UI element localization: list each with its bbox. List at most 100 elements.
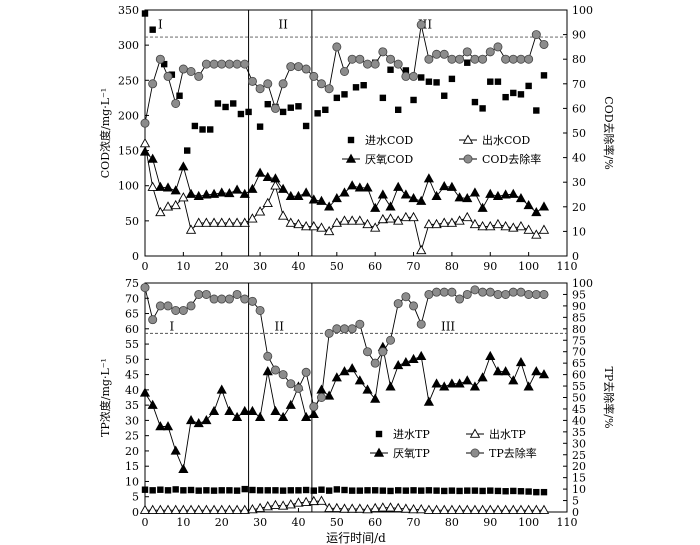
- data-point: [387, 487, 394, 495]
- data-point: [233, 487, 241, 494]
- data-point: [387, 66, 394, 73]
- data-point: [485, 220, 496, 231]
- data-point: [477, 372, 488, 382]
- data-point: [508, 287, 518, 297]
- data-point: [431, 190, 442, 200]
- data-point: [331, 502, 342, 513]
- data-point: [360, 82, 367, 89]
- y2-tick-label: 70: [572, 346, 586, 359]
- y-tick-label: 15: [125, 460, 139, 473]
- data-point: [139, 504, 151, 514]
- data-point: [270, 405, 281, 415]
- data-point: [264, 100, 271, 108]
- data-point: [400, 503, 412, 513]
- data-point: [485, 287, 495, 297]
- data-point: [494, 78, 502, 85]
- plot-frame: [144, 9, 568, 257]
- data-point: [416, 504, 427, 514]
- data-point: [185, 188, 197, 198]
- data-point: [393, 299, 403, 309]
- data-point: [379, 487, 387, 494]
- data-point: [170, 504, 181, 514]
- y2-tick-label: 40: [572, 414, 586, 427]
- data-point: [416, 350, 427, 360]
- data-point: [464, 59, 471, 66]
- x-tick-label: 90: [483, 516, 497, 529]
- data-point: [162, 504, 174, 514]
- data-point: [462, 47, 472, 57]
- data-point: [346, 215, 358, 225]
- data-point: [517, 91, 525, 98]
- data-point: [448, 75, 456, 83]
- data-point: [408, 192, 419, 203]
- stage-label: I: [169, 319, 174, 333]
- data-point: [393, 181, 404, 191]
- legend-label: 出水COD: [482, 133, 530, 147]
- data-point: [208, 217, 220, 227]
- data-point: [395, 487, 402, 494]
- y-tick-label: 300: [118, 39, 139, 52]
- y2-tick-label: 0: [572, 506, 579, 519]
- y2-tick-label: 50: [572, 392, 586, 405]
- data-point: [492, 504, 504, 514]
- data-point: [470, 54, 480, 64]
- data-point: [199, 126, 206, 133]
- data-point: [454, 192, 465, 202]
- data-point: [262, 366, 273, 376]
- data-point: [285, 399, 296, 409]
- data-point: [424, 54, 434, 64]
- data-point: [255, 411, 266, 422]
- data-point: [308, 194, 319, 204]
- data-point: [331, 192, 342, 203]
- data-point: [347, 363, 358, 373]
- data-point: [501, 289, 511, 299]
- data-point: [203, 487, 210, 494]
- data-point: [149, 487, 156, 494]
- data-point: [249, 486, 256, 494]
- stage-label: II: [275, 319, 285, 333]
- data-point: [308, 220, 319, 231]
- data-point: [370, 202, 381, 212]
- data-point: [508, 188, 519, 198]
- data-point: [393, 215, 404, 225]
- data-point: [524, 289, 534, 299]
- legend-marker: [347, 136, 355, 144]
- data-point: [247, 213, 258, 223]
- data-point: [454, 215, 465, 225]
- data-point: [455, 54, 465, 64]
- data-point: [540, 72, 548, 79]
- data-point: [263, 351, 273, 361]
- data-point: [409, 71, 419, 81]
- data-point: [401, 71, 411, 81]
- data-point: [523, 504, 534, 514]
- data-point: [245, 108, 252, 116]
- data-point: [355, 319, 365, 329]
- data-point: [160, 60, 168, 68]
- data-point: [347, 54, 357, 64]
- y2-tick-label: 25: [572, 449, 586, 462]
- data-point: [516, 54, 526, 64]
- x-tick-label: 30: [253, 516, 267, 529]
- data-point: [469, 504, 481, 514]
- data-point: [157, 486, 164, 493]
- data-point: [216, 217, 227, 227]
- data-point: [208, 405, 220, 415]
- y2-tick-label: 60: [572, 102, 586, 115]
- x-tick-label: 10: [176, 260, 190, 273]
- data-point: [355, 54, 365, 64]
- legend-marker: [345, 153, 357, 163]
- stage-label: II: [278, 17, 288, 31]
- data-point: [370, 358, 380, 368]
- data-point: [439, 504, 450, 514]
- data-point: [487, 487, 494, 494]
- x-tick-label: 30: [253, 260, 267, 273]
- data-point: [241, 485, 248, 493]
- y-tick-label: 250: [118, 74, 139, 87]
- data-point: [370, 59, 380, 69]
- y2-tick-label: 65: [572, 357, 586, 370]
- data-point: [471, 487, 479, 494]
- data-point: [256, 487, 264, 494]
- y-tick-label: 75: [125, 277, 139, 290]
- data-point: [523, 381, 534, 391]
- data-point: [341, 91, 348, 98]
